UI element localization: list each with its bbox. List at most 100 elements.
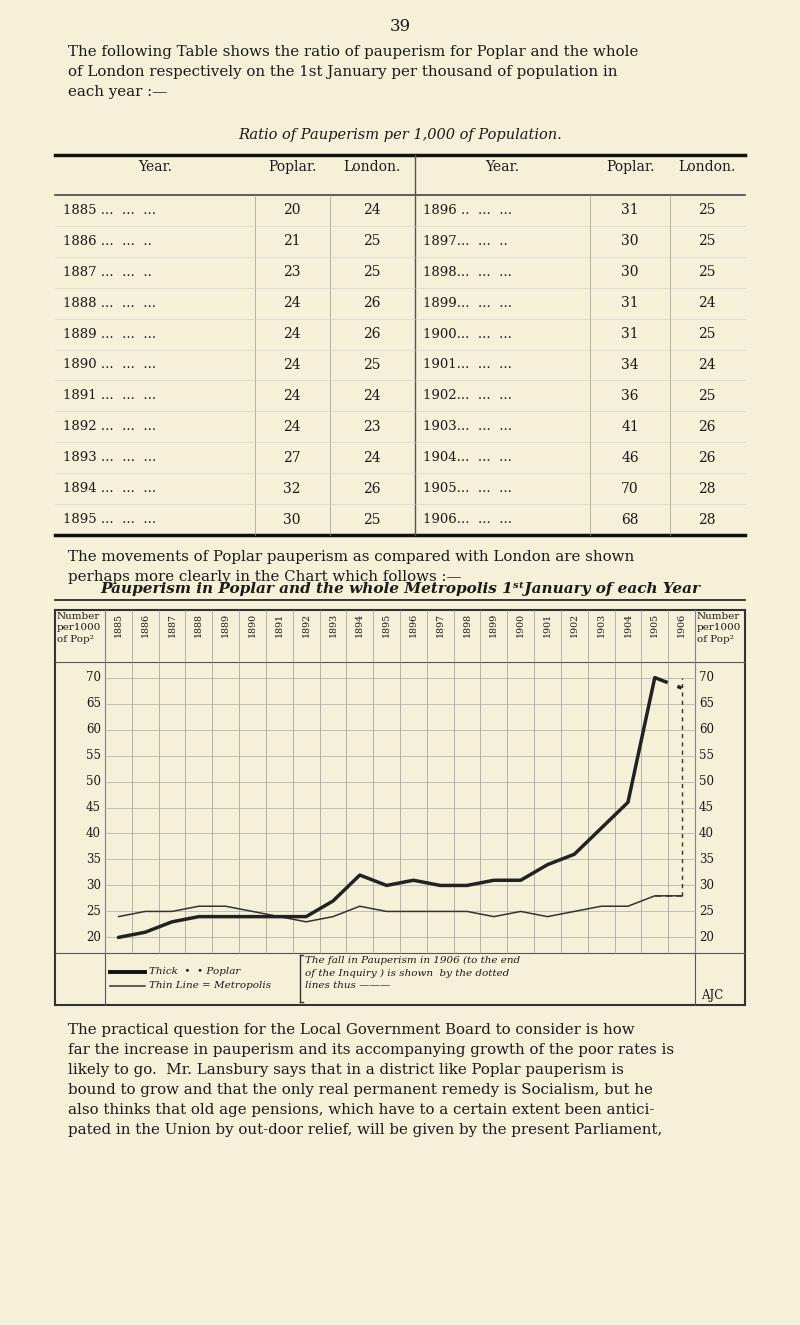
Text: The following Table shows the ratio of pauperism for Poplar and the whole
of Lon: The following Table shows the ratio of p…	[68, 45, 638, 99]
Text: 26: 26	[698, 420, 716, 433]
Text: 1894: 1894	[355, 613, 364, 637]
Text: 45: 45	[86, 802, 101, 814]
Text: 30: 30	[86, 878, 101, 892]
Text: 1889: 1889	[221, 613, 230, 637]
Text: 30: 30	[622, 235, 638, 248]
Text: 31: 31	[621, 327, 639, 341]
Text: 25: 25	[363, 265, 381, 280]
Text: 24: 24	[283, 420, 301, 433]
Text: 1897...  ...  ..: 1897... ... ..	[423, 235, 508, 248]
Text: 1904...  ...  ...: 1904... ... ...	[423, 452, 512, 464]
Text: London.: London.	[678, 160, 736, 174]
Text: 55: 55	[86, 749, 101, 762]
Text: 40: 40	[699, 827, 714, 840]
Text: 34: 34	[621, 358, 639, 372]
Text: 1902...  ...  ...: 1902... ... ...	[423, 390, 512, 403]
Text: 1892 ...  ...  ...: 1892 ... ... ...	[63, 420, 156, 433]
Text: The practical question for the Local Government Board to consider is how
far the: The practical question for the Local Gov…	[68, 1023, 674, 1137]
Text: 1885: 1885	[114, 613, 123, 637]
Text: 30: 30	[622, 265, 638, 280]
Text: London.: London.	[343, 160, 401, 174]
Text: 41: 41	[621, 420, 639, 433]
Text: 24: 24	[363, 204, 381, 217]
Text: 1888 ...  ...  ...: 1888 ... ... ...	[63, 297, 156, 310]
Text: 1886 ...  ...  ..: 1886 ... ... ..	[63, 235, 152, 248]
Text: 1893: 1893	[329, 613, 338, 637]
Text: 24: 24	[698, 297, 716, 310]
Text: 1898...  ...  ...: 1898... ... ...	[423, 266, 512, 278]
Text: Poplar.: Poplar.	[268, 160, 316, 174]
Text: 25: 25	[698, 235, 716, 248]
Text: 55: 55	[699, 749, 714, 762]
Text: 25: 25	[363, 235, 381, 248]
Text: The fall in Pauperism in 1906 (to the end
of the Inquiry ) is shown  by the dott: The fall in Pauperism in 1906 (to the en…	[305, 957, 520, 990]
Text: 1900...  ...  ...: 1900... ... ...	[423, 327, 512, 341]
Text: Poplar.: Poplar.	[606, 160, 654, 174]
Text: 1885 ...  ...  ...: 1885 ... ... ...	[63, 204, 156, 217]
Text: 25: 25	[86, 905, 101, 918]
Text: 31: 31	[621, 297, 639, 310]
Text: 50: 50	[86, 775, 101, 788]
Text: 25: 25	[698, 204, 716, 217]
Text: Pauperism in Poplar and the whole Metropolis 1ˢᵗJanuary of each Year: Pauperism in Poplar and the whole Metrop…	[100, 582, 700, 596]
Text: 1906...  ...  ...: 1906... ... ...	[423, 513, 512, 526]
Text: 1894 ...  ...  ...: 1894 ... ... ...	[63, 482, 156, 496]
Text: 65: 65	[699, 697, 714, 710]
Text: 1886: 1886	[141, 613, 150, 637]
Text: 25: 25	[363, 358, 381, 372]
Text: 26: 26	[363, 481, 381, 496]
Text: 36: 36	[622, 390, 638, 403]
Text: 26: 26	[363, 327, 381, 341]
Text: 1890 ...  ...  ...: 1890 ... ... ...	[63, 359, 156, 371]
Text: 1901: 1901	[543, 613, 552, 637]
Text: 39: 39	[390, 19, 410, 34]
Text: 25: 25	[698, 390, 716, 403]
Text: 1906: 1906	[677, 613, 686, 637]
Text: 70: 70	[86, 670, 101, 684]
Text: 1899...  ...  ...: 1899... ... ...	[423, 297, 512, 310]
Text: 70: 70	[621, 481, 639, 496]
Text: Year.: Year.	[138, 160, 172, 174]
Text: 24: 24	[283, 297, 301, 310]
Text: 1899: 1899	[490, 613, 498, 637]
Text: 23: 23	[363, 420, 381, 433]
Text: 28: 28	[698, 481, 716, 496]
Text: 1895: 1895	[382, 613, 391, 637]
Text: 1902: 1902	[570, 613, 579, 637]
Text: AJC: AJC	[701, 988, 723, 1002]
Text: 27: 27	[283, 451, 301, 465]
Text: 1895 ...  ...  ...: 1895 ... ... ...	[63, 513, 156, 526]
Text: 1897: 1897	[436, 613, 445, 637]
Text: 1887: 1887	[167, 613, 177, 637]
Text: Thin Line = Metropolis: Thin Line = Metropolis	[149, 982, 271, 991]
Text: 60: 60	[86, 723, 101, 737]
Text: Thick  •  • Poplar: Thick • • Poplar	[149, 967, 240, 977]
Text: 25: 25	[698, 265, 716, 280]
Text: 24: 24	[283, 358, 301, 372]
Text: 1898: 1898	[462, 613, 471, 637]
Text: 30: 30	[699, 878, 714, 892]
Text: 1889 ...  ...  ...: 1889 ... ... ...	[63, 327, 156, 341]
Text: 26: 26	[363, 297, 381, 310]
Text: 50: 50	[699, 775, 714, 788]
Text: 1903: 1903	[597, 613, 606, 637]
Text: 32: 32	[283, 481, 301, 496]
Text: 1905: 1905	[650, 613, 659, 637]
Text: The movements of Poplar pauperism as compared with London are shown
perhaps more: The movements of Poplar pauperism as com…	[68, 550, 634, 584]
Text: 40: 40	[86, 827, 101, 840]
Text: 1904: 1904	[623, 613, 633, 637]
Text: 20: 20	[283, 204, 301, 217]
Text: 1896 ..  ...  ...: 1896 .. ... ...	[423, 204, 512, 217]
Text: 45: 45	[699, 802, 714, 814]
Text: 25: 25	[698, 327, 716, 341]
Text: Number
per1000
of Pop²: Number per1000 of Pop²	[57, 612, 102, 644]
Text: 25: 25	[363, 513, 381, 526]
Text: 1905...  ...  ...: 1905... ... ...	[423, 482, 512, 496]
Text: 1891: 1891	[275, 613, 284, 637]
Text: 1892: 1892	[302, 613, 310, 637]
Text: 23: 23	[283, 265, 301, 280]
Text: 1903...  ...  ...: 1903... ... ...	[423, 420, 512, 433]
Text: 1891 ...  ...  ...: 1891 ... ... ...	[63, 390, 156, 403]
Text: 35: 35	[86, 853, 101, 867]
Text: 1896: 1896	[409, 613, 418, 637]
